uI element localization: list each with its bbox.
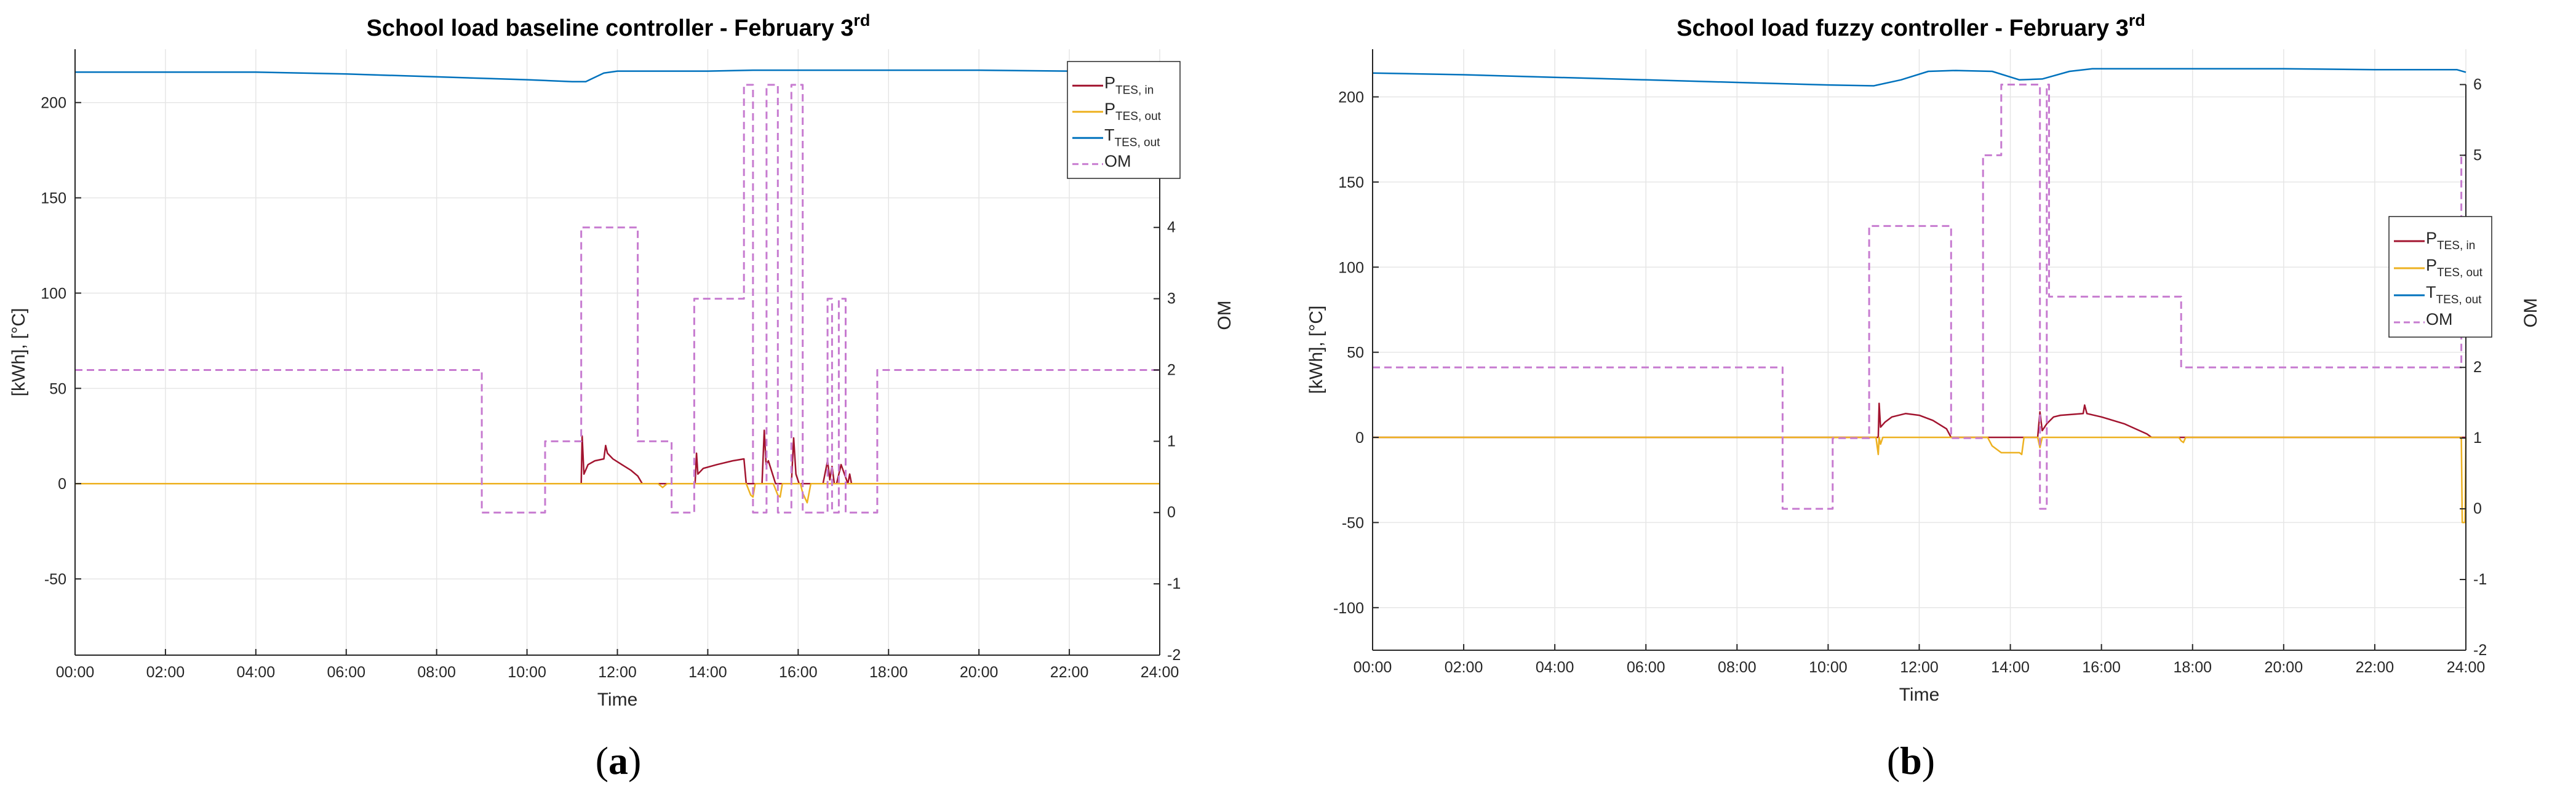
y2-tick-label: 2 xyxy=(2473,359,2482,376)
y-tick-label: 200 xyxy=(41,95,66,112)
x-tick-label: 12:00 xyxy=(1900,659,1939,676)
y-tick-label: 150 xyxy=(1338,174,1364,191)
x-tick-label: 06:00 xyxy=(327,664,365,681)
x-tick-label: 22:00 xyxy=(2356,659,2395,676)
y-tick-label: 50 xyxy=(49,380,66,397)
y2-tick-label: 6 xyxy=(2473,76,2482,93)
panel-caption: (a) xyxy=(596,739,642,782)
x-tick-label: 12:00 xyxy=(598,664,637,681)
x-tick-label: 02:00 xyxy=(146,664,185,681)
y2-tick-label: 4 xyxy=(1167,219,1176,236)
y-axis-label: [kWh], [°C] xyxy=(9,308,29,397)
y2-axis-label: OM xyxy=(1214,300,1235,330)
series-t-tes-out-line xyxy=(75,69,1160,82)
x-tick-label: 00:00 xyxy=(56,664,95,681)
chart-panel-a: 00:00 02:00 04:00 06:00 08:00 10:00 12:00 14:00… xyxy=(9,11,1235,782)
y-tick-label: 100 xyxy=(1338,259,1364,276)
x-tick-label: 14:00 xyxy=(1991,659,2030,676)
y-tick-label: 0 xyxy=(58,476,66,493)
y2-tick-label: 2 xyxy=(1167,361,1176,378)
y2-tick-label: 1 xyxy=(2473,429,2482,447)
x-tick-label: 24:00 xyxy=(2447,659,2486,676)
y-tick-label: -50 xyxy=(1342,514,1364,531)
y-axis-label: [kWh], [°C] xyxy=(1306,306,1326,394)
y-tick-label: -100 xyxy=(1333,600,1364,617)
y2-tick-label: -1 xyxy=(2473,571,2487,588)
y2-axis-label: OM xyxy=(2521,298,2541,327)
y2-tick-label: 1 xyxy=(1167,432,1176,450)
y2-tick-label: 3 xyxy=(1167,290,1176,308)
legend-box xyxy=(1067,61,1181,179)
x-tick-label: 24:00 xyxy=(1141,664,1179,681)
x-tick-label: 06:00 xyxy=(1627,659,1665,676)
y2-tick-label: -2 xyxy=(2473,642,2487,659)
x-tick-label: 08:00 xyxy=(1718,659,1757,676)
x-tick-label: 16:00 xyxy=(779,664,818,681)
legend-entry: OM xyxy=(1104,152,1131,170)
series-p-tes-out-line xyxy=(1373,436,2467,523)
x-tick-label: 20:00 xyxy=(960,664,999,681)
chart-title: School load fuzzy controller - February … xyxy=(1677,11,2145,41)
y-tick-label: -50 xyxy=(44,571,66,588)
y-tick-label: 0 xyxy=(1355,429,1364,447)
chart-title: School load baseline controller - Februa… xyxy=(367,11,871,41)
y-tick-label: 200 xyxy=(1338,89,1364,106)
y2-tick-label: -2 xyxy=(1167,647,1181,664)
y-tick-label: 100 xyxy=(41,285,66,302)
y2-tick-label: 0 xyxy=(1167,504,1176,521)
x-tick-label: 10:00 xyxy=(508,664,546,681)
x-axis-label: Time xyxy=(1899,685,1940,705)
x-axis-label: Time xyxy=(597,690,638,710)
series-om-line xyxy=(1373,84,2466,510)
y2-tick-label: -1 xyxy=(1167,575,1181,592)
chart-panel-b: 00:00 02:00 04:00 06:00 08:00 10:00 12:00 14:00… xyxy=(1306,11,2541,782)
y-tick-label: 150 xyxy=(41,190,66,207)
x-tick-label: 14:00 xyxy=(688,664,727,681)
y-tick-label: 50 xyxy=(1347,344,1364,362)
panel-caption: (b) xyxy=(1887,739,1935,782)
legend-entry: OM xyxy=(2426,310,2453,328)
x-tick-label: 02:00 xyxy=(1445,659,1483,676)
y2-tick-label: 5 xyxy=(2473,146,2482,164)
legend-box xyxy=(2388,216,2492,338)
x-tick-label: 00:00 xyxy=(1354,659,1392,676)
x-tick-label: 16:00 xyxy=(2082,659,2121,676)
x-tick-label: 22:00 xyxy=(1050,664,1089,681)
x-tick-label: 08:00 xyxy=(417,664,456,681)
series-p-tes-in-line xyxy=(1373,402,2466,439)
series-p-tes-out-line xyxy=(75,482,1160,504)
x-tick-label: 04:00 xyxy=(237,664,276,681)
x-tick-label: 10:00 xyxy=(1809,659,1848,676)
series-t-tes-out-line xyxy=(1372,68,2466,87)
y2-tick-label: 0 xyxy=(2473,500,2482,517)
x-tick-label: 04:00 xyxy=(1536,659,1574,676)
x-tick-label: 18:00 xyxy=(869,664,908,681)
x-tick-label: 18:00 xyxy=(2173,659,2212,676)
x-tick-label: 20:00 xyxy=(2265,659,2303,676)
